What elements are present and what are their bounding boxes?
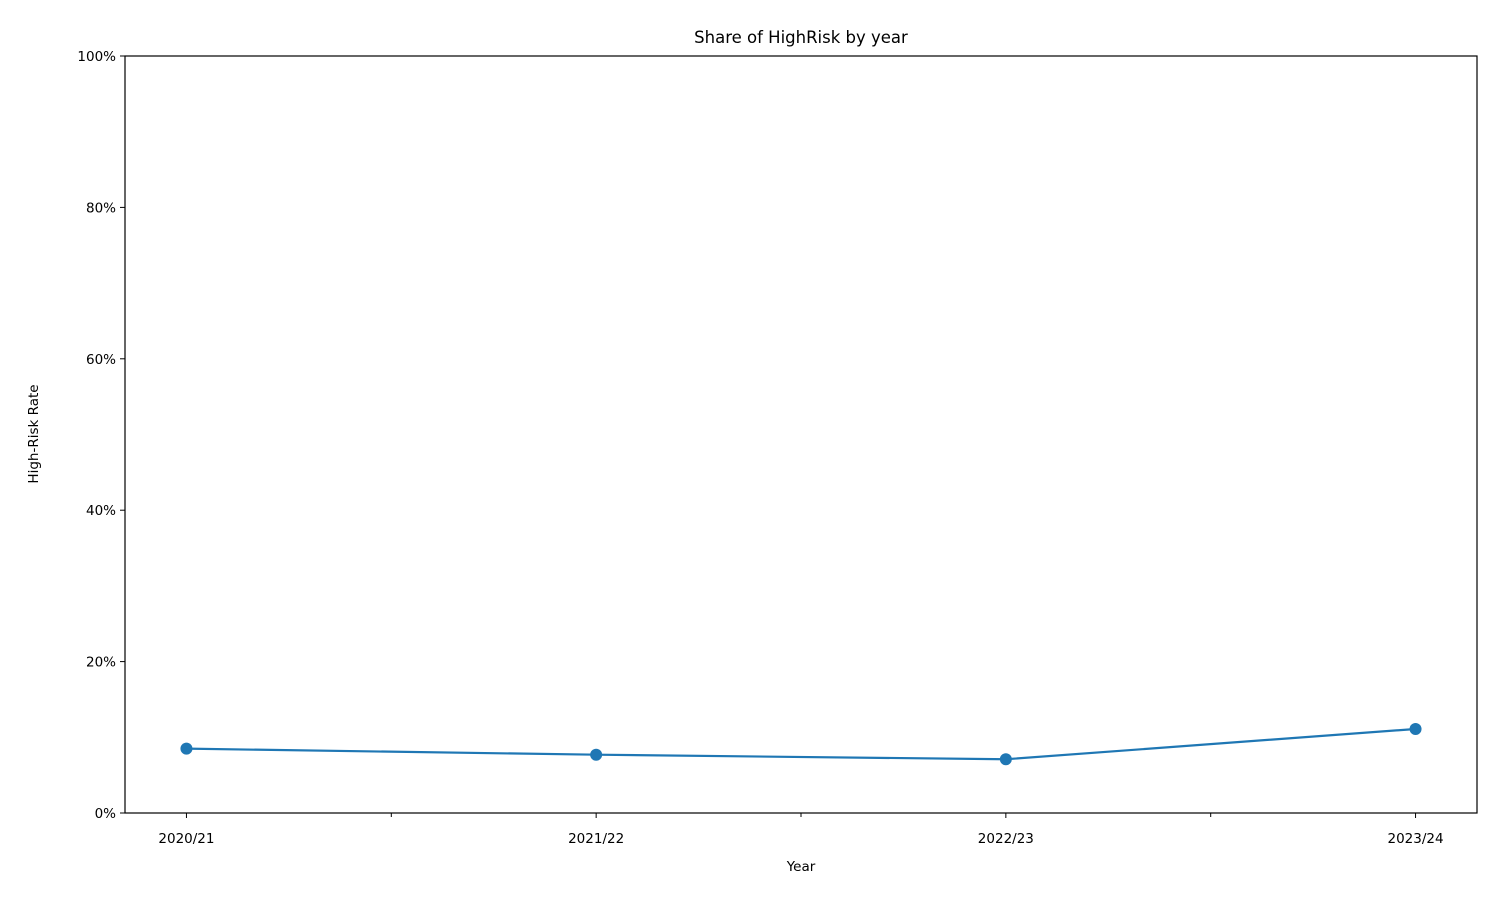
- x-tick-label: 2023/24: [1387, 831, 1443, 847]
- y-tick-label: 100%: [77, 49, 116, 65]
- y-axis-label: High-Risk Rate: [26, 384, 42, 483]
- y-tick-label: 60%: [86, 352, 116, 368]
- data-point: [1409, 722, 1422, 735]
- y-tick-label: 0%: [95, 806, 117, 822]
- data-point: [999, 753, 1012, 766]
- data-point: [180, 742, 193, 755]
- chart-title: Share of HighRisk by year: [694, 28, 908, 47]
- plot-area: 0% 20% 40% 60% 80% 100% 2020/21 2021/22 2022/23 2…: [77, 49, 1478, 847]
- x-tick-label: 2020/21: [158, 831, 214, 847]
- y-tick-label: 80%: [86, 200, 116, 216]
- x-tick-label: 2022/23: [978, 831, 1034, 847]
- y-tick-label: 20%: [86, 655, 116, 671]
- plot-frame: [124, 55, 1478, 814]
- y-tick-label: 40%: [86, 503, 116, 519]
- x-tick-label: 2021/22: [568, 831, 624, 847]
- data-point: [590, 748, 603, 761]
- x-axis-label: Year: [786, 859, 816, 875]
- series-line: [186, 727, 1416, 761]
